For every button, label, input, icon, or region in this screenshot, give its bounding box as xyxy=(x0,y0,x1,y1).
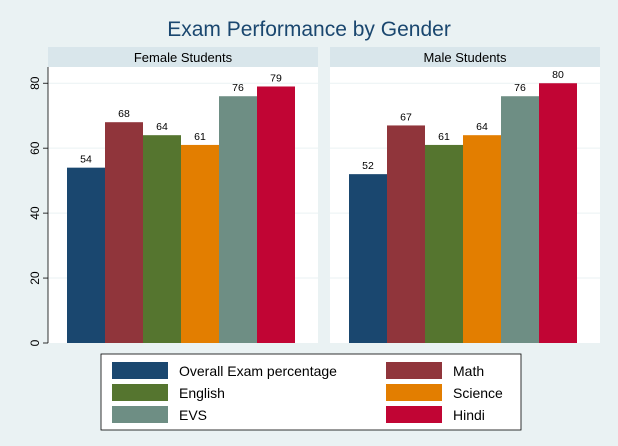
panel-1: Female Students 54 68 64 61 76 79 0 20 40 60 80 xyxy=(28,47,318,346)
legend-label: Hindi xyxy=(453,407,485,423)
bar xyxy=(425,144,463,343)
legend-item: Math xyxy=(386,362,484,379)
legend-label: Math xyxy=(453,363,484,379)
data-label: 80 xyxy=(552,69,564,81)
data-label: 76 xyxy=(514,82,526,94)
panel-2: Male Students 52 67 61 64 76 80 xyxy=(330,47,600,344)
legend-label: EVS xyxy=(179,407,207,423)
data-label: 52 xyxy=(362,160,374,172)
legend-item: Science xyxy=(386,384,503,401)
bar xyxy=(539,83,577,343)
data-label: 67 xyxy=(400,111,412,123)
legend-item: English xyxy=(112,384,225,401)
legend-swatch xyxy=(386,362,442,379)
data-label: 64 xyxy=(156,121,168,133)
bar xyxy=(67,167,105,343)
legend-item: EVS xyxy=(112,406,207,423)
panel-label: Male Students xyxy=(423,50,507,65)
bar xyxy=(463,135,501,343)
panel-label: Female Students xyxy=(134,50,233,65)
legend-item: Overall Exam percentage xyxy=(112,362,337,379)
y-tick-label: 40 xyxy=(28,206,42,220)
data-label: 68 xyxy=(118,108,130,120)
data-label: 61 xyxy=(194,131,206,143)
bar xyxy=(181,144,219,343)
y-tick-label: 80 xyxy=(28,76,42,90)
legend-label: Science xyxy=(453,385,503,401)
legend-item: Hindi xyxy=(386,406,485,423)
panel-strip xyxy=(48,47,318,67)
bar xyxy=(105,122,143,343)
data-label: 79 xyxy=(270,72,282,84)
y-tick-label: 20 xyxy=(28,271,42,285)
legend-swatch xyxy=(112,406,168,423)
data-label: 54 xyxy=(80,154,92,166)
bar xyxy=(387,125,425,344)
chart-panels: Female Students546864617679020406080Male… xyxy=(28,47,600,346)
panel-strip xyxy=(330,47,600,67)
legend-box xyxy=(100,353,522,431)
data-label: 76 xyxy=(232,82,244,94)
bar xyxy=(143,135,181,343)
legend-label: English xyxy=(179,385,225,401)
legend-swatch xyxy=(386,384,442,401)
legend: Overall Exam percentage Math English Scienc… xyxy=(112,362,503,423)
y-tick-label: 0 xyxy=(28,339,42,346)
legend-swatch xyxy=(112,384,168,401)
legend-swatch xyxy=(386,406,442,423)
legend-label: Overall Exam percentage xyxy=(179,363,337,379)
data-label: 61 xyxy=(438,131,450,143)
chart-title: Exam Performance by Gender xyxy=(167,18,451,41)
y-tick-label: 60 xyxy=(28,141,42,155)
legend-swatch xyxy=(112,362,168,379)
bar xyxy=(257,86,295,343)
bar xyxy=(349,174,387,343)
data-label: 64 xyxy=(476,121,488,133)
bar xyxy=(219,96,257,343)
bar xyxy=(501,96,539,343)
